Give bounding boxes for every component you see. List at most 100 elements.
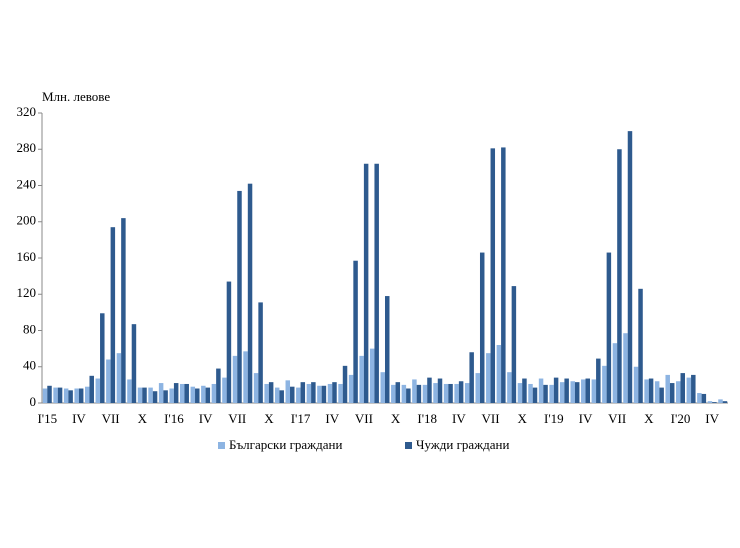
x-tick-label: IV bbox=[452, 411, 466, 426]
x-tick-label: X bbox=[138, 411, 148, 426]
bar bbox=[596, 358, 601, 403]
bar bbox=[306, 383, 312, 403]
x-tick-label: VII bbox=[608, 411, 626, 426]
bar bbox=[216, 368, 221, 403]
y-tick-label: 240 bbox=[17, 176, 37, 191]
bar bbox=[232, 355, 238, 403]
bar bbox=[158, 383, 164, 403]
bar bbox=[268, 382, 274, 403]
bar bbox=[237, 190, 242, 403]
bar bbox=[458, 381, 464, 403]
bar bbox=[490, 148, 496, 403]
y-axis-label: Млн. левове bbox=[42, 89, 110, 104]
bar bbox=[342, 365, 348, 403]
y-tick-label: 40 bbox=[23, 358, 36, 373]
bar bbox=[274, 387, 280, 403]
bar bbox=[680, 373, 685, 403]
x-tick-label: I'19 bbox=[544, 411, 564, 426]
bar bbox=[391, 384, 396, 403]
bar bbox=[591, 379, 597, 403]
bar bbox=[148, 387, 153, 403]
y-tick-label: 0 bbox=[30, 394, 37, 409]
bar bbox=[437, 378, 443, 403]
bar bbox=[243, 351, 248, 403]
x-tick-label: VII bbox=[102, 411, 120, 426]
bar bbox=[454, 383, 459, 403]
bar bbox=[707, 401, 713, 403]
y-tick-label: 80 bbox=[23, 321, 36, 336]
bar bbox=[627, 131, 633, 403]
bar bbox=[538, 378, 544, 403]
bar bbox=[676, 381, 681, 403]
y-tick-label: 160 bbox=[17, 249, 37, 264]
bar bbox=[290, 386, 295, 403]
bar bbox=[406, 388, 411, 403]
bar bbox=[363, 163, 369, 403]
legend-label: Чужди граждани bbox=[416, 437, 510, 452]
bar bbox=[106, 359, 111, 403]
bar bbox=[606, 252, 612, 403]
bar bbox=[300, 382, 306, 403]
bar bbox=[448, 383, 453, 403]
bar bbox=[152, 391, 158, 403]
bar bbox=[359, 355, 364, 403]
bar bbox=[53, 387, 58, 403]
x-tick-label: X bbox=[644, 411, 654, 426]
bar bbox=[543, 384, 548, 403]
bar bbox=[85, 386, 90, 403]
legend-label: Български граждани bbox=[229, 437, 342, 452]
bar bbox=[648, 378, 654, 403]
bar bbox=[669, 383, 675, 403]
bar bbox=[63, 388, 69, 403]
bar bbox=[422, 384, 428, 403]
bar bbox=[701, 393, 707, 403]
bar bbox=[617, 149, 622, 403]
bar bbox=[264, 383, 269, 403]
bar bbox=[137, 387, 143, 403]
bar bbox=[691, 374, 696, 403]
bar bbox=[321, 385, 327, 403]
bar bbox=[121, 218, 126, 403]
bar bbox=[501, 147, 506, 403]
bar bbox=[712, 402, 717, 403]
bar bbox=[89, 375, 94, 403]
bar bbox=[369, 348, 375, 403]
bar bbox=[247, 183, 253, 403]
bar bbox=[612, 343, 618, 403]
bar bbox=[517, 383, 523, 403]
bar bbox=[211, 383, 217, 403]
bar bbox=[380, 372, 385, 403]
x-tick-label: IV bbox=[579, 411, 593, 426]
bar bbox=[644, 379, 649, 403]
y-tick-label: 320 bbox=[17, 104, 37, 119]
x-tick-label: I'16 bbox=[164, 411, 184, 426]
bar bbox=[469, 352, 474, 403]
bar bbox=[564, 378, 569, 403]
bar bbox=[549, 384, 554, 403]
bar bbox=[100, 313, 105, 403]
bar bbox=[253, 373, 259, 403]
x-tick-label: IV bbox=[705, 411, 719, 426]
legend-swatch bbox=[218, 442, 225, 449]
bar bbox=[163, 390, 168, 403]
bar bbox=[285, 380, 291, 403]
y-tick-label: 120 bbox=[17, 285, 37, 300]
x-tick-label: X bbox=[264, 411, 274, 426]
bar bbox=[532, 387, 538, 403]
bar bbox=[179, 383, 185, 403]
x-tick-label: I'20 bbox=[671, 411, 691, 426]
x-tick-label: VII bbox=[355, 411, 373, 426]
x-tick-label: IV bbox=[199, 411, 213, 426]
bar bbox=[416, 384, 422, 403]
bar bbox=[116, 353, 122, 403]
bar bbox=[585, 378, 591, 403]
bar bbox=[201, 385, 206, 403]
bar bbox=[258, 302, 263, 403]
bar bbox=[47, 385, 52, 403]
bar bbox=[332, 382, 337, 403]
bar bbox=[496, 345, 502, 403]
bar bbox=[553, 377, 559, 403]
bar bbox=[74, 388, 79, 403]
bar bbox=[127, 379, 132, 403]
x-tick-label: I'15 bbox=[37, 411, 57, 426]
